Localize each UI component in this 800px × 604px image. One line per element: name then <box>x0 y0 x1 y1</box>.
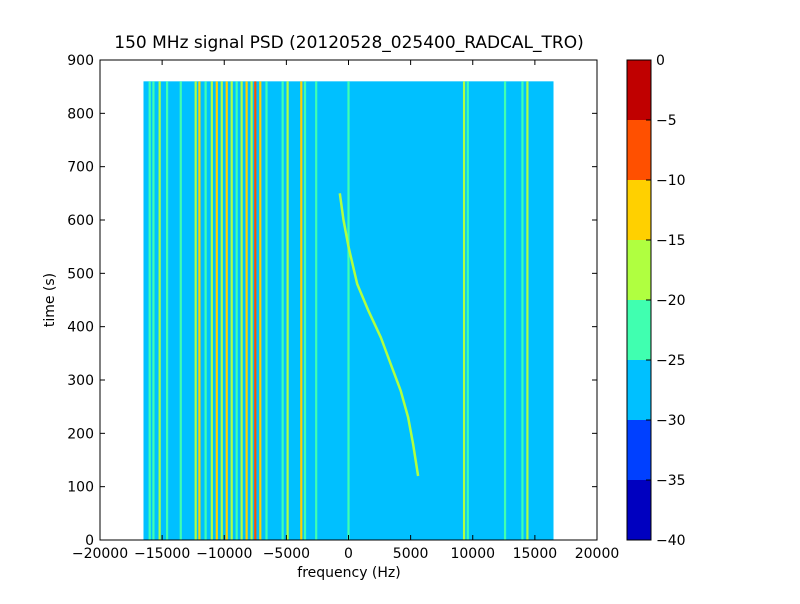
colorbar-segment <box>627 60 651 120</box>
chart-title: 150 MHz signal PSD (20120528_025400_RADC… <box>114 33 583 53</box>
y-ticks: 0 100 200 300 400 500 600 700 800 900 <box>67 53 597 549</box>
colorbar-tick-label: −30 <box>656 413 686 429</box>
colorbar-tick-label: −40 <box>656 533 686 549</box>
colorbar-segment <box>627 180 651 240</box>
y-tick-label: 0 <box>85 533 94 549</box>
y-tick-label: 900 <box>67 53 94 69</box>
plot-area: −20000 −15000 −10000 −5000 0 5000 10000 15000 20… <box>67 53 619 562</box>
y-tick-label: 100 <box>67 480 94 496</box>
colorbar-tick-label: −5 <box>656 113 677 129</box>
colorbar-segment <box>627 420 651 480</box>
y-tick-label: 200 <box>67 426 94 442</box>
colorbar-segment <box>627 300 651 360</box>
colorbar-segment <box>627 360 651 420</box>
x-ticks: −20000 −15000 −10000 −5000 0 5000 10000 15000 20… <box>72 60 619 562</box>
x-tick-label: 5000 <box>393 546 429 562</box>
colorbar-tick-label: −10 <box>656 173 686 189</box>
colorbar-tick-label: −20 <box>656 293 686 309</box>
colorbar-tick-label: 0 <box>656 53 665 69</box>
x-axis-label: frequency (Hz) <box>297 565 400 581</box>
x-tick-label: 15000 <box>513 546 558 562</box>
y-tick-label: 300 <box>67 373 94 389</box>
colorbar-tick-label: −35 <box>656 473 686 489</box>
y-axis-label: time (s) <box>42 273 58 327</box>
x-tick-label: −10000 <box>196 546 252 562</box>
y-tick-label: 800 <box>67 106 94 122</box>
x-tick-label: 0 <box>344 546 353 562</box>
x-tick-label: 10000 <box>450 546 495 562</box>
colorbar-segment <box>627 120 651 180</box>
x-tick-label: −20000 <box>72 546 128 562</box>
colorbar-tick-label: −15 <box>656 233 686 249</box>
y-tick-label: 500 <box>67 266 94 282</box>
x-tick-label: −5000 <box>263 546 310 562</box>
colorbar-segment <box>627 240 651 300</box>
colorbar-segment <box>627 480 651 540</box>
colorbar-tick-label: −25 <box>656 353 686 369</box>
y-tick-label: 700 <box>67 160 94 176</box>
sweep-track <box>338 193 420 477</box>
heatmap-layer <box>143 81 554 540</box>
colorbar: −40 −35 −30 −25 −20 −15 −10 −5 0 <box>626 53 686 549</box>
y-tick-label: 600 <box>67 213 94 229</box>
x-tick-label: 20000 <box>575 546 620 562</box>
x-tick-label: −15000 <box>134 546 190 562</box>
y-tick-label: 400 <box>67 320 94 336</box>
